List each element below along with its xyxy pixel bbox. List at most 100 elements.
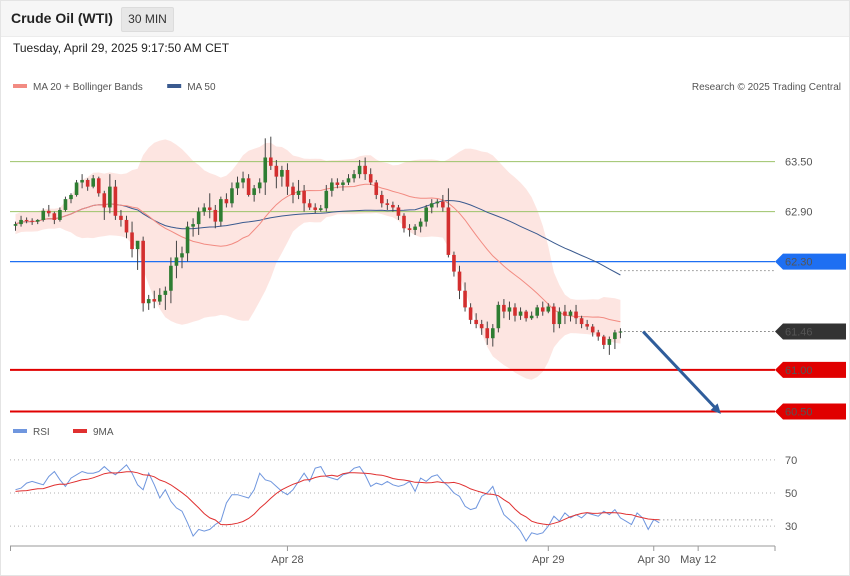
candle xyxy=(196,207,201,235)
bollinger-band-area xyxy=(15,139,621,380)
candle xyxy=(435,199,440,208)
candle xyxy=(85,178,90,191)
candle xyxy=(257,178,262,194)
candle-body xyxy=(80,179,84,183)
candle xyxy=(313,203,317,214)
candle xyxy=(463,282,467,312)
candle-body xyxy=(113,186,118,216)
legend-swatch xyxy=(13,429,27,433)
candle-body xyxy=(441,201,445,208)
main-legend: MA 20 + Bollinger Bands MA 50 xyxy=(13,82,216,93)
candle xyxy=(69,193,73,204)
candle xyxy=(491,324,495,347)
candle-body xyxy=(19,219,23,225)
candle xyxy=(424,204,428,227)
candle-body xyxy=(457,271,462,291)
candle xyxy=(63,196,68,212)
candle xyxy=(374,179,379,200)
candle xyxy=(246,174,251,197)
candle-body xyxy=(291,186,295,195)
candle xyxy=(302,184,306,212)
candle-body xyxy=(269,157,273,166)
candle-body xyxy=(424,207,428,222)
candle xyxy=(529,311,534,320)
candle-body xyxy=(74,182,79,195)
candle-body xyxy=(546,306,551,312)
candle-body xyxy=(180,253,184,258)
candle xyxy=(402,213,406,233)
candle xyxy=(568,309,573,322)
candle xyxy=(235,176,240,195)
candle-body xyxy=(568,311,573,316)
candle xyxy=(141,236,145,312)
candle xyxy=(113,179,118,220)
candle xyxy=(446,188,451,258)
candle-body xyxy=(602,336,606,345)
candle-body xyxy=(330,182,334,191)
candle-body xyxy=(557,311,562,325)
candle xyxy=(24,217,29,224)
candlesticks xyxy=(13,136,623,355)
candle xyxy=(330,178,334,197)
candle xyxy=(285,163,290,195)
candle xyxy=(96,176,101,197)
candle-body xyxy=(590,326,595,333)
timeframe-button[interactable]: 30 MIN xyxy=(121,7,174,32)
candle xyxy=(452,251,456,277)
candle xyxy=(108,174,112,214)
candle-body xyxy=(13,224,18,226)
candle-body xyxy=(63,199,68,210)
candle xyxy=(158,288,162,305)
candle-body xyxy=(241,178,245,183)
candle-body xyxy=(396,207,401,216)
candle-body xyxy=(296,190,301,195)
candle xyxy=(263,138,268,195)
candle xyxy=(13,221,18,231)
candle-body xyxy=(52,213,57,220)
candle-body xyxy=(313,207,317,210)
candle xyxy=(180,246,184,269)
candle-body xyxy=(463,290,467,308)
candle xyxy=(202,203,206,216)
candle xyxy=(52,211,57,225)
candle xyxy=(224,193,229,208)
price-tag-61.00 xyxy=(775,361,846,378)
chart-header: Crude Oil (WTI) 30 MIN xyxy=(0,0,850,37)
candle-body xyxy=(152,299,157,302)
forecast-arrow-shaft xyxy=(642,330,718,411)
candle-body xyxy=(446,207,451,255)
candle-body xyxy=(41,210,46,220)
candle xyxy=(269,136,273,170)
x-tick-label: Apr 29 xyxy=(532,554,564,566)
candle xyxy=(579,315,584,329)
candle xyxy=(585,319,589,330)
candle xyxy=(58,207,62,222)
candle-body xyxy=(524,311,528,319)
price-label-61.00: 61.00 xyxy=(785,365,813,377)
candle-body xyxy=(246,178,251,195)
candle-body xyxy=(429,203,434,208)
candle xyxy=(507,301,512,320)
candle xyxy=(163,286,168,310)
legend-label: MA 20 + Bollinger Bands xyxy=(33,82,143,93)
candle xyxy=(413,224,417,235)
candle xyxy=(91,174,95,189)
candle-body xyxy=(352,174,356,179)
candle-body xyxy=(285,169,290,187)
candle-body xyxy=(341,182,345,185)
candle-body xyxy=(85,179,90,187)
candle-body xyxy=(324,190,329,209)
candle xyxy=(324,184,329,212)
candle-body xyxy=(357,165,362,175)
candle-body xyxy=(24,219,29,221)
candle-body xyxy=(529,315,534,319)
candle-body xyxy=(413,226,417,230)
candle xyxy=(368,168,373,185)
candle-body xyxy=(58,209,62,220)
candle-body xyxy=(219,199,223,222)
candle-body xyxy=(30,220,34,222)
price-label-63.50: 63.50 xyxy=(785,157,813,169)
candle-body xyxy=(518,311,523,316)
candle xyxy=(135,240,140,270)
bollinger-bands xyxy=(15,139,621,380)
